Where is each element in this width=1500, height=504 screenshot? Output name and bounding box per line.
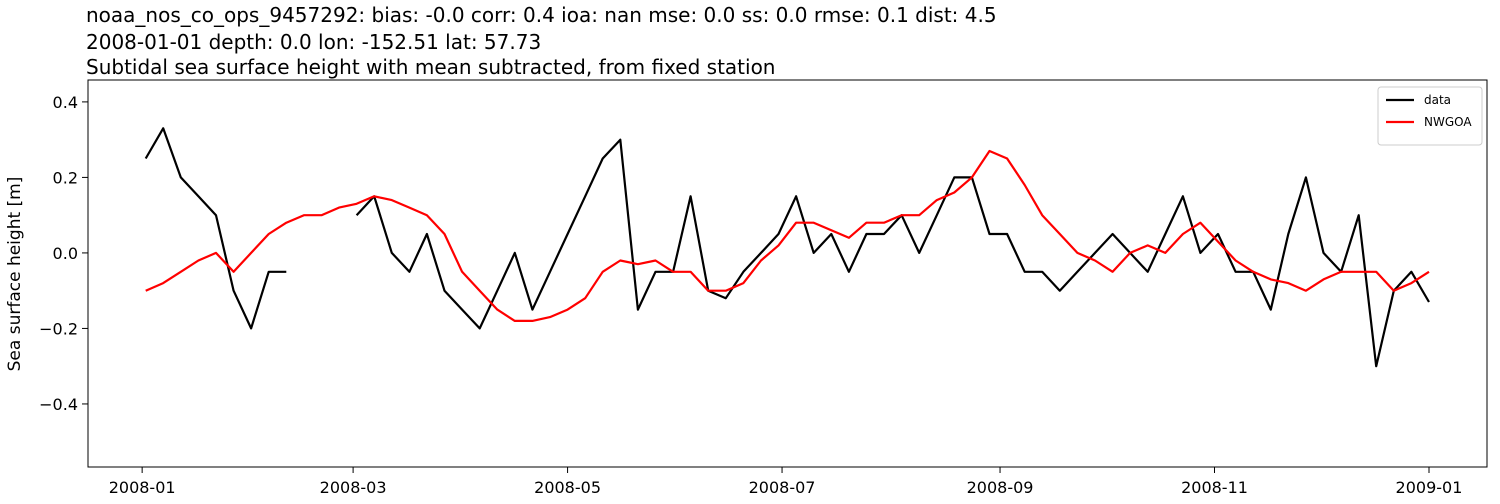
- x-tick-label: 2009-01: [1396, 478, 1463, 497]
- title-line: noaa_nos_co_ops_9457292: bias: -0.0 corr…: [86, 3, 997, 27]
- y-tick-label: 0.4: [53, 93, 78, 112]
- y-tick-label: 0.2: [53, 168, 78, 187]
- series-line: [144, 127, 1430, 368]
- legend-box: [1377, 86, 1483, 146]
- y-tick-label: −0.4: [39, 395, 78, 414]
- series-line: [145, 149, 1430, 322]
- x-tick-label: 2008-01: [109, 478, 176, 497]
- y-tick-label: 0.0: [53, 244, 78, 263]
- y-axis-label: Sea surface height [m]: [5, 177, 25, 372]
- x-tick-label: 2008-05: [534, 478, 601, 497]
- x-tick-label: 2008-03: [320, 478, 387, 497]
- legend-label: data: [1424, 93, 1451, 107]
- legend-label: NWGOA: [1424, 115, 1472, 129]
- y-tick-label: −0.2: [39, 319, 78, 338]
- x-tick-label: 2008-07: [749, 478, 816, 497]
- x-tick-label: 2008-11: [1181, 478, 1248, 497]
- legend: data NWGOA: [1377, 86, 1483, 146]
- title-line: Subtidal sea surface height with mean su…: [86, 55, 775, 79]
- plot-frame: [87, 79, 1488, 468]
- x-tick-label: 2008-09: [967, 478, 1034, 497]
- title-line: 2008-01-01 depth: 0.0 lon: -152.51 lat: …: [86, 30, 541, 54]
